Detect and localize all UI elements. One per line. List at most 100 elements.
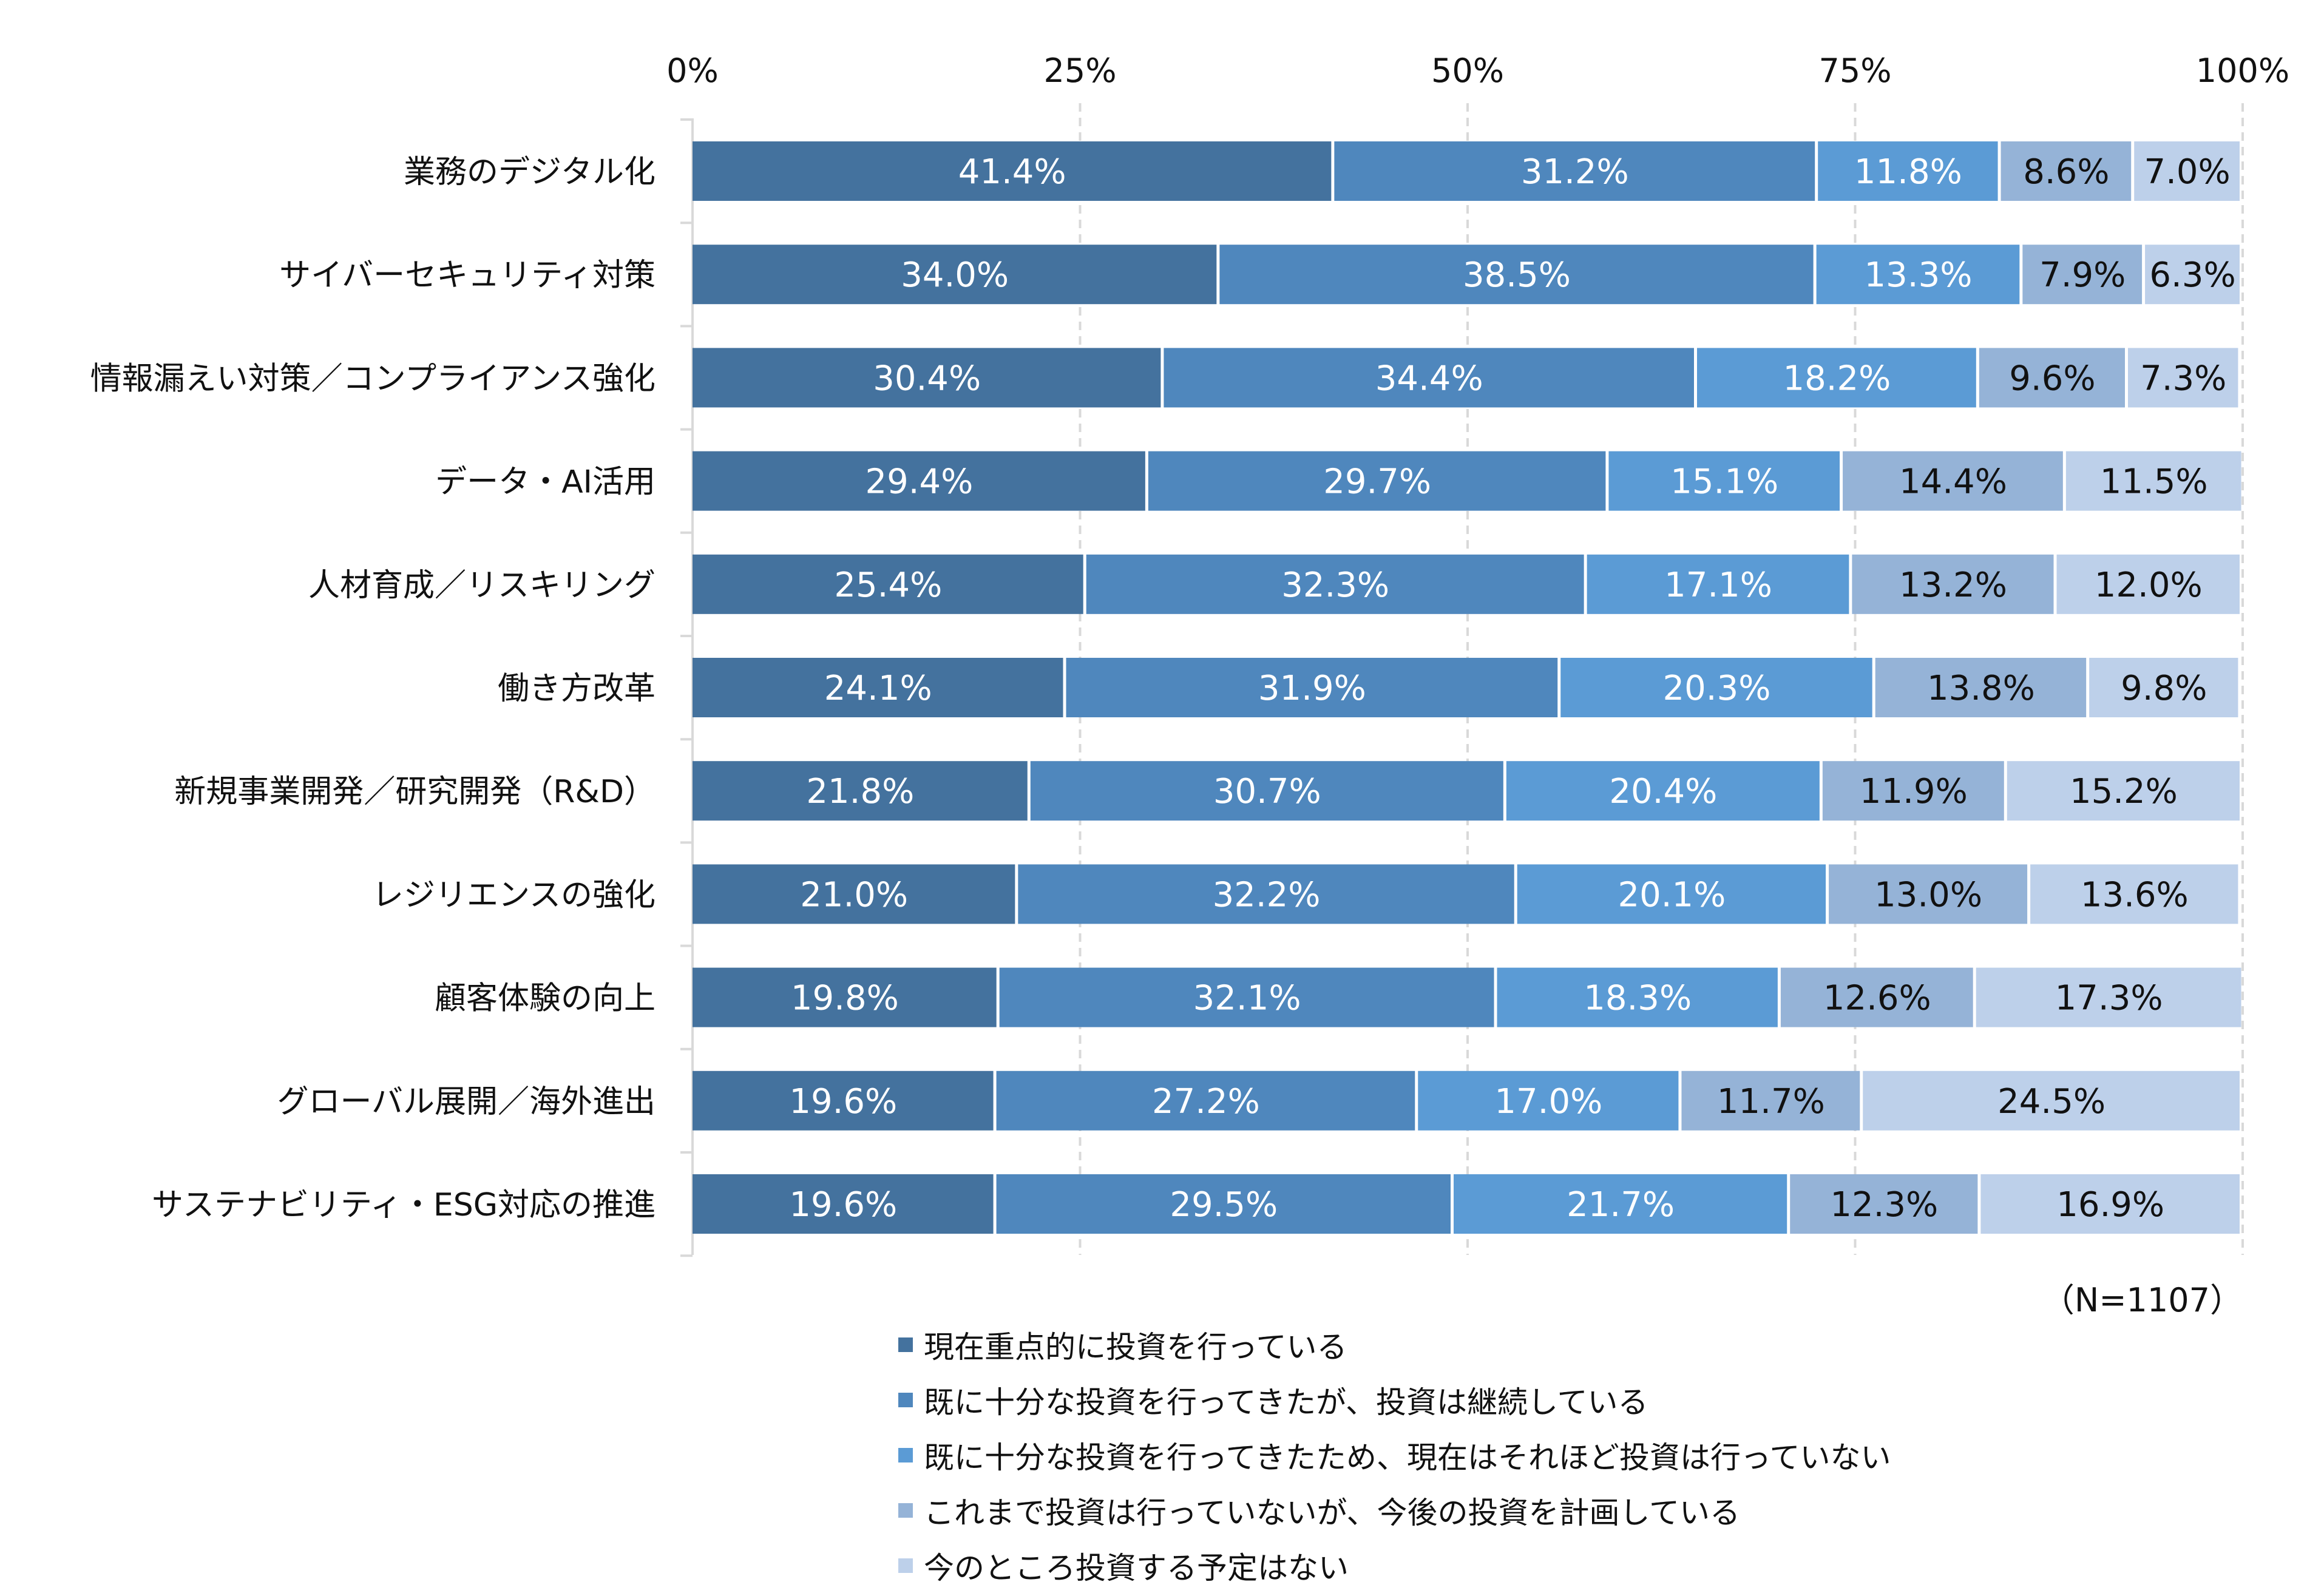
x-tick-label: 0%	[666, 52, 719, 90]
bar-segment	[1454, 1174, 1787, 1234]
bar-segment	[1066, 658, 1558, 717]
data-label: 32.2%	[1213, 875, 1321, 915]
x-tick-label: 25%	[1043, 52, 1116, 90]
data-label: 19.8%	[791, 979, 899, 1018]
data-label: 12.0%	[2095, 566, 2203, 605]
category-label: 情報漏えい対策／コンプライアンス強化	[90, 360, 656, 397]
bar-segment	[2065, 451, 2241, 511]
category-label: 新規事業開発／研究開発（R&D）	[174, 774, 656, 810]
legend-swatch	[898, 1558, 913, 1573]
bar-segment	[1843, 451, 2063, 511]
data-label: 15.2%	[2070, 772, 2178, 811]
bar-segment	[693, 658, 1063, 717]
bar-segment	[1816, 245, 2020, 305]
data-label: 29.5%	[1170, 1185, 1278, 1225]
bar-segment	[996, 1174, 1451, 1234]
bar-segment	[1506, 761, 1820, 821]
data-label: 19.6%	[789, 1082, 897, 1121]
data-label: 11.8%	[1854, 152, 1962, 192]
data-label: 31.2%	[1521, 152, 1629, 192]
bar-segment	[1148, 451, 1606, 511]
legend-item: 現在重点的に投資を行っている	[898, 1317, 1891, 1372]
bar-segment	[693, 451, 1145, 511]
category-label: 業務のデジタル化	[404, 154, 656, 191]
data-label: 9.6%	[2009, 359, 2095, 398]
data-label: 41.4%	[958, 152, 1066, 192]
data-label: 27.2%	[1152, 1082, 1260, 1121]
data-label: 25.4%	[834, 566, 942, 605]
bar-segment	[2022, 245, 2143, 305]
data-label: 11.9%	[1860, 772, 1968, 811]
data-label: 7.0%	[2144, 152, 2230, 192]
bar-segment	[1829, 864, 2028, 924]
data-label: 17.0%	[1494, 1082, 1602, 1121]
bar-segment	[999, 967, 1494, 1027]
bar-segment	[1822, 761, 2004, 821]
bar-segment	[1086, 554, 1584, 614]
bar-segment	[1418, 1070, 1679, 1131]
data-label: 7.9%	[2039, 255, 2126, 295]
legend-swatch	[898, 1447, 913, 1462]
data-label: 29.7%	[1323, 462, 1431, 502]
bar-segment	[693, 554, 1083, 614]
bar-segment	[693, 141, 1332, 201]
legend-item: 今のところ投資する予定はない	[898, 1538, 1891, 1593]
bar-segment	[1852, 554, 2054, 614]
bar-segment	[1018, 864, 1514, 924]
category-label: レジリエンスの強化	[372, 877, 656, 913]
data-label: 21.0%	[800, 875, 908, 915]
data-label: 20.4%	[1609, 772, 1717, 811]
bar-segment	[2145, 245, 2240, 305]
bar-segment	[2134, 141, 2240, 201]
category-label: 働き方改革	[498, 671, 656, 707]
data-label: 11.5%	[2100, 462, 2208, 502]
data-label: 11.7%	[1717, 1082, 1825, 1121]
bar-segment	[2000, 141, 2132, 201]
bar-segment	[693, 348, 1161, 408]
bar-segment	[1681, 1070, 1860, 1131]
bar-segment	[693, 761, 1028, 821]
bar-segment	[2007, 761, 2240, 821]
bar-segment	[693, 1174, 994, 1234]
x-tick-label: 100%	[2196, 52, 2289, 90]
bar-segment	[1790, 1174, 1978, 1234]
data-label: 20.3%	[1663, 669, 1771, 708]
bar-segment	[693, 245, 1217, 305]
bar-segment	[2089, 658, 2238, 717]
legend-item: 既に十分な投資を行ってきたが、投資は継続している	[898, 1372, 1891, 1427]
legend-swatch	[898, 1503, 913, 1518]
data-label: 20.1%	[1618, 875, 1726, 915]
category-label: グローバル展開／海外進出	[277, 1084, 656, 1120]
data-label: 17.1%	[1664, 566, 1772, 605]
data-label: 21.7%	[1567, 1185, 1675, 1225]
data-label: 6.3%	[2149, 255, 2235, 295]
data-label: 19.6%	[789, 1185, 897, 1225]
data-label: 24.5%	[1997, 1082, 2105, 1121]
data-label: 13.0%	[1874, 875, 1982, 915]
bar-segment	[1780, 967, 1973, 1027]
bar-segment	[2056, 554, 2240, 614]
bar-segment	[1587, 554, 1849, 614]
data-label: 34.4%	[1375, 359, 1483, 398]
bar-segment	[1608, 451, 1840, 511]
legend-label: 今のところ投資する予定はない	[924, 1550, 1349, 1586]
data-label: 30.7%	[1213, 772, 1321, 811]
bar-segment	[1818, 141, 1998, 201]
legend-label: 現在重点的に投資を行っている	[924, 1329, 1347, 1365]
data-label: 24.1%	[824, 669, 932, 708]
legend-swatch	[898, 1392, 913, 1407]
data-label: 38.5%	[1463, 255, 1571, 295]
data-label: 13.2%	[1899, 566, 2007, 605]
data-label: 31.9%	[1258, 669, 1366, 708]
bar-segment	[693, 967, 997, 1027]
bar-segment	[1497, 967, 1778, 1027]
bar-segment	[1976, 967, 2241, 1027]
bar-segment	[2030, 864, 2238, 924]
category-label: 顧客体験の向上	[435, 981, 656, 1017]
bar-segment	[2128, 348, 2238, 408]
data-label: 30.4%	[873, 359, 981, 398]
bar-segment	[1980, 1174, 2240, 1234]
data-label: 29.4%	[865, 462, 973, 502]
legend-label: 既に十分な投資を行ってきたため、現在はそれほど投資は行っていない	[924, 1439, 1891, 1475]
x-tick-label: 50%	[1431, 52, 1504, 90]
